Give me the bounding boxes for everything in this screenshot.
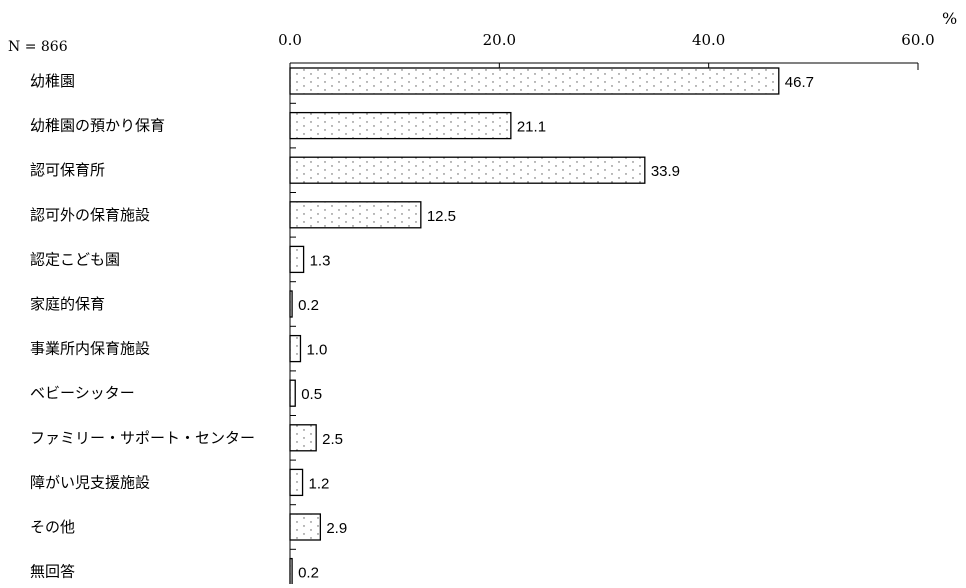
bar bbox=[289, 156, 646, 184]
bar bbox=[289, 424, 317, 452]
value-label: 1.3 bbox=[310, 252, 331, 269]
category-label: 障がい児支援施設 bbox=[30, 473, 150, 491]
value-label: 2.5 bbox=[322, 431, 343, 448]
category-label: 家庭的保育 bbox=[30, 295, 105, 313]
bar bbox=[289, 513, 322, 541]
x-tick-label: 60.0 bbox=[901, 31, 934, 49]
x-axis: 0.0 20.0 40.0 60.0 bbox=[278, 31, 935, 588]
category-label: 無回答 bbox=[30, 563, 75, 581]
bar bbox=[289, 111, 512, 140]
value-label: 12.5 bbox=[427, 208, 456, 225]
category-label: ベビーシッター bbox=[30, 384, 135, 402]
x-tick-label: 0.0 bbox=[278, 31, 302, 49]
bar bbox=[289, 245, 305, 274]
category-label: 幼稚園の預かり保育 bbox=[30, 117, 165, 135]
category-label: その他 bbox=[30, 518, 75, 536]
category-label: 認可保育所 bbox=[30, 161, 105, 179]
category-labels: 幼稚園幼稚園の預かり保育認可保育所認可外の保育施設認定こども園家庭的保育事業所内… bbox=[30, 72, 255, 581]
unit-label: % bbox=[942, 9, 957, 28]
bar bbox=[289, 67, 780, 95]
bar bbox=[289, 334, 302, 363]
category-label: 事業所内保育施設 bbox=[30, 340, 150, 358]
value-label: 1.0 bbox=[306, 342, 327, 359]
category-label: 認可外の保育施設 bbox=[30, 206, 150, 224]
value-label: 1.2 bbox=[309, 475, 330, 492]
value-label: 21.1 bbox=[517, 119, 546, 136]
x-tick-label: 20.0 bbox=[483, 31, 516, 49]
bar bbox=[289, 201, 422, 229]
bar bbox=[289, 468, 304, 497]
bar bbox=[289, 557, 293, 586]
value-label: 0.5 bbox=[301, 386, 322, 403]
category-label: 認定こども園 bbox=[30, 250, 120, 268]
category-label: ファミリー・サポート・センター bbox=[30, 429, 255, 447]
value-label: 0.2 bbox=[298, 297, 319, 314]
sample-size-label: N = 866 bbox=[8, 39, 68, 55]
category-label: 幼稚園 bbox=[30, 72, 75, 90]
value-label: 2.9 bbox=[326, 520, 347, 537]
bars-group: 46.7 21.1 33.9 12.5 1.3 0.2 1.0 0.5 2.5 1.2 2.9 0.2 bbox=[289, 67, 814, 586]
value-label: 46.7 bbox=[785, 74, 814, 91]
bar bbox=[289, 290, 293, 318]
bar bbox=[289, 379, 296, 407]
value-label: 33.9 bbox=[651, 163, 680, 180]
x-tick-label: 40.0 bbox=[692, 31, 725, 49]
value-label: 0.2 bbox=[298, 565, 319, 582]
